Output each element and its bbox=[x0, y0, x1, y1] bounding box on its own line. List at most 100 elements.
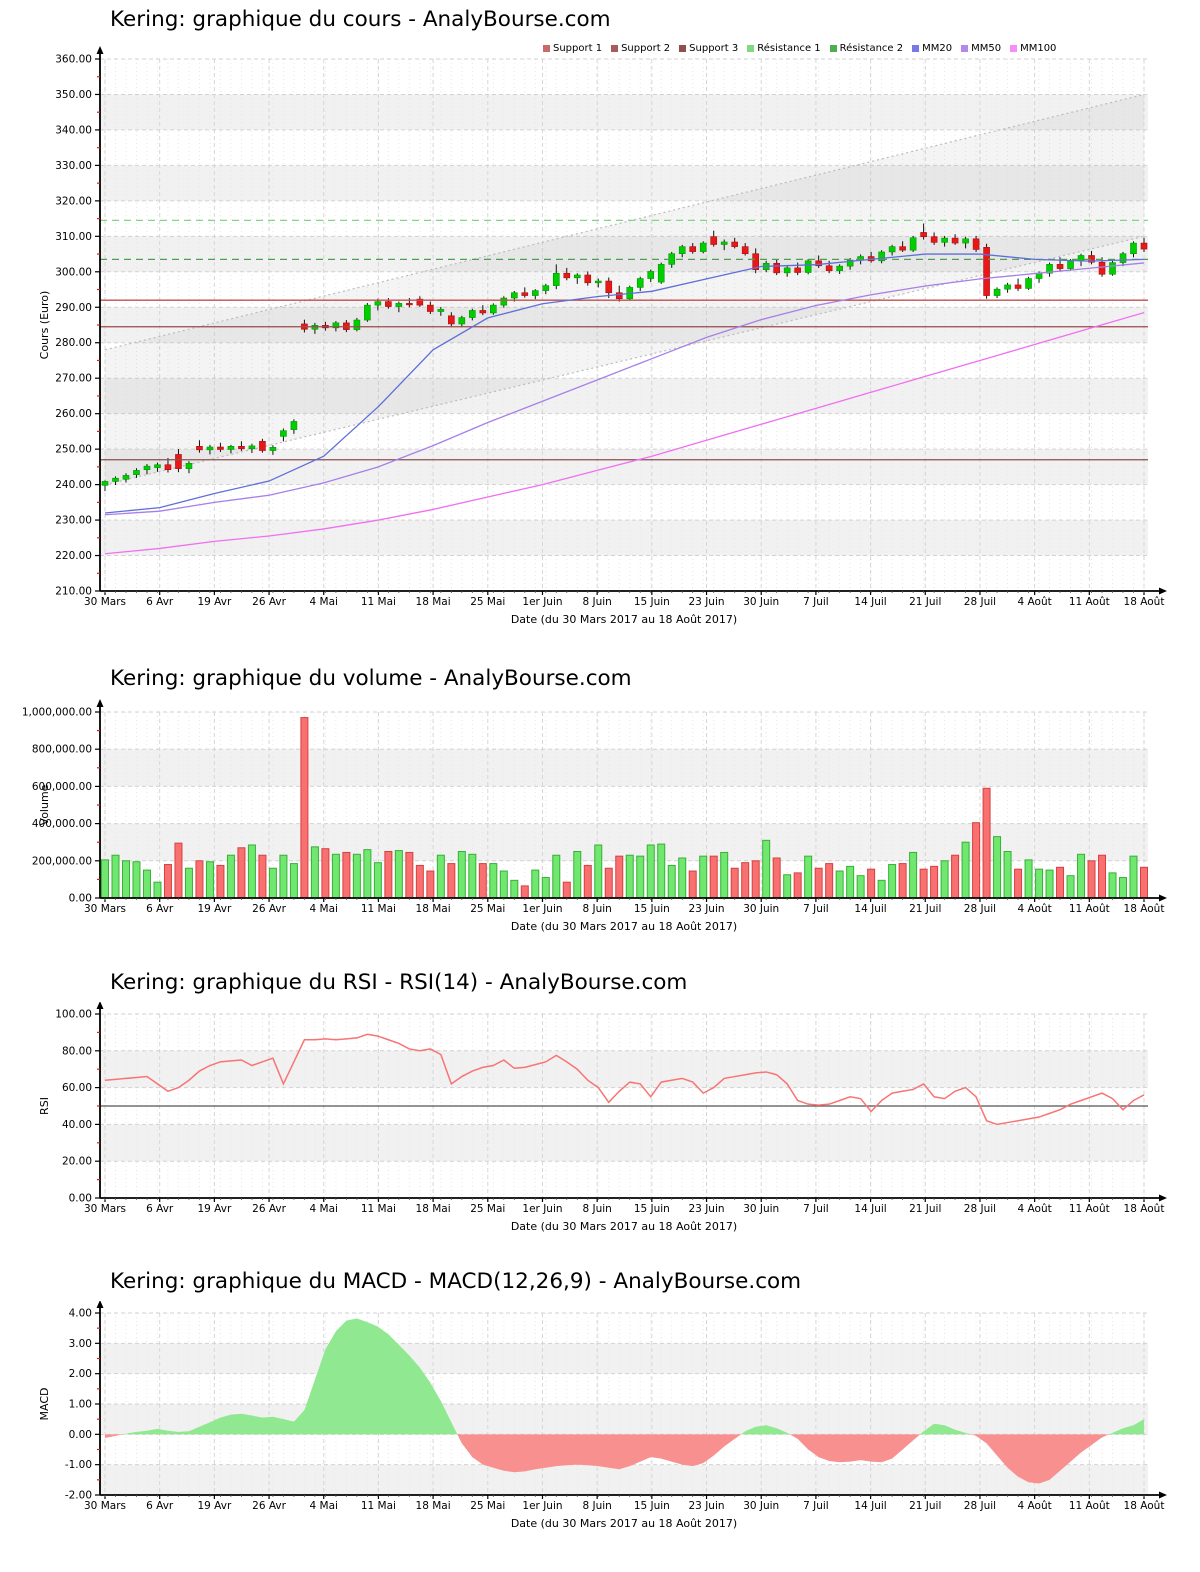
volume-bar-up bbox=[121, 860, 130, 899]
candle-up bbox=[647, 271, 655, 279]
volume-bar-up bbox=[909, 851, 918, 899]
legend-item-mm100: MM100 bbox=[1010, 43, 1056, 54]
candle-down bbox=[1056, 264, 1064, 269]
legend-label: Résistance 2 bbox=[839, 43, 904, 54]
svg-text:7 Juil: 7 Juil bbox=[803, 903, 829, 915]
svg-text:11 Mai: 11 Mai bbox=[361, 1500, 396, 1512]
svg-text:15 Juin: 15 Juin bbox=[634, 596, 670, 608]
volume-bar-up bbox=[132, 861, 141, 899]
svg-text:270.00: 270.00 bbox=[55, 373, 92, 385]
macd-negative-area bbox=[105, 1434, 1144, 1484]
volume-bar-down bbox=[982, 787, 991, 899]
candle-up bbox=[1035, 272, 1043, 279]
svg-text:18 Août: 18 Août bbox=[1124, 1500, 1165, 1512]
legend-item-support-1: Support 1 bbox=[543, 43, 602, 54]
svg-text:280.00: 280.00 bbox=[55, 337, 92, 349]
volume-bar-up bbox=[101, 859, 109, 899]
svg-text:14 Juil: 14 Juil bbox=[854, 903, 886, 915]
svg-text:6 Avr: 6 Avr bbox=[146, 1203, 174, 1215]
legend-label: Résistance 1 bbox=[757, 43, 821, 54]
candle-up bbox=[511, 292, 518, 299]
volume-bar-up bbox=[667, 864, 676, 899]
svg-text:14 Juil: 14 Juil bbox=[854, 1500, 886, 1512]
volume-bar-up bbox=[1129, 855, 1138, 899]
candle-up bbox=[227, 445, 235, 450]
svg-text:18 Août: 18 Août bbox=[1124, 903, 1165, 915]
svg-text:21 Juil: 21 Juil bbox=[909, 903, 941, 915]
candle-up bbox=[185, 463, 193, 469]
svg-text:26 Avr: 26 Avr bbox=[252, 1203, 286, 1215]
svg-text:1,000,000.00: 1,000,000.00 bbox=[22, 707, 92, 719]
svg-text:6 Avr: 6 Avr bbox=[146, 903, 174, 915]
volume-bar-up bbox=[289, 863, 298, 899]
candle-up bbox=[941, 237, 948, 243]
volume-bar-up bbox=[625, 854, 634, 899]
candle-down bbox=[951, 237, 959, 244]
volume-bar-up bbox=[1045, 869, 1054, 899]
volume-bar-down bbox=[930, 865, 939, 899]
svg-text:300.00: 300.00 bbox=[55, 266, 92, 278]
svg-text:11 Août: 11 Août bbox=[1069, 903, 1110, 915]
svg-text:MACD: MACD bbox=[38, 1388, 51, 1421]
volume-bar-up bbox=[373, 862, 382, 899]
legend-swatch bbox=[1010, 45, 1018, 52]
svg-text:15 Juin: 15 Juin bbox=[634, 1203, 670, 1215]
candle-up bbox=[1025, 278, 1032, 289]
svg-text:0.00: 0.00 bbox=[69, 1429, 92, 1441]
volume-bar-up bbox=[268, 867, 277, 899]
svg-text:RSI: RSI bbox=[38, 1097, 51, 1115]
volume-bar-up bbox=[657, 843, 666, 899]
volume-bar-down bbox=[688, 870, 697, 899]
svg-text:2.00: 2.00 bbox=[69, 1368, 92, 1380]
volume-bar-down bbox=[604, 867, 613, 899]
svg-text:4 Mai: 4 Mai bbox=[310, 596, 338, 608]
svg-text:60.00: 60.00 bbox=[62, 1082, 92, 1094]
svg-text:30 Mars: 30 Mars bbox=[84, 903, 126, 915]
legend-label: Support 1 bbox=[553, 43, 603, 54]
svg-text:Date (du 30 Mars 2017 au 18 Ao: Date (du 30 Mars 2017 au 18 Août 2017) bbox=[511, 613, 737, 626]
volume-bar-up bbox=[331, 853, 340, 899]
volume-bars bbox=[101, 717, 1148, 899]
candle-up bbox=[269, 447, 277, 451]
svg-text:18 Mai: 18 Mai bbox=[416, 596, 451, 608]
candle-down bbox=[448, 315, 455, 325]
svg-text:Date (du 30 Mars 2017 au 18 Ao: Date (du 30 Mars 2017 au 18 Août 2017) bbox=[511, 920, 737, 933]
candle-up bbox=[699, 242, 707, 252]
volume-bar-up bbox=[468, 853, 477, 899]
volume-bar-up bbox=[594, 844, 603, 899]
svg-text:350.00: 350.00 bbox=[55, 89, 92, 101]
volume-bar-up bbox=[541, 877, 550, 899]
volume-bar-down bbox=[426, 870, 435, 899]
svg-text:25 Mai: 25 Mai bbox=[470, 596, 505, 608]
volume-bar-up bbox=[363, 849, 372, 899]
svg-text:11 Mai: 11 Mai bbox=[361, 596, 396, 608]
volume-bar-up bbox=[762, 839, 771, 899]
candle-up bbox=[374, 301, 382, 306]
price-chart-title: Kering: graphique du cours - AnalyBourse… bbox=[110, 7, 611, 32]
candle-up bbox=[783, 267, 791, 274]
candle-up bbox=[542, 285, 550, 291]
axes: 0.00 20.00 40.00 60.00 80.00 100.00 30 Mars 6 A… bbox=[38, 1002, 1167, 1233]
volume-bar-down bbox=[447, 863, 456, 899]
volume-bar-up bbox=[226, 854, 235, 899]
volume-bar-up bbox=[499, 870, 508, 899]
svg-text:14 Juil: 14 Juil bbox=[854, 1203, 886, 1215]
volume-bar-down bbox=[972, 822, 981, 899]
legend-item-mm50: MM50 bbox=[961, 43, 1001, 54]
candle-down bbox=[920, 232, 927, 237]
macd-positive-area bbox=[105, 1318, 1144, 1435]
candle-down bbox=[773, 262, 780, 274]
candle-up bbox=[878, 251, 885, 262]
candle-down bbox=[899, 246, 906, 251]
candle-up bbox=[490, 304, 497, 314]
svg-text:Date (du 30 Mars 2017 au 18 Ao: Date (du 30 Mars 2017 au 18 Août 2017) bbox=[511, 1220, 737, 1233]
volume-bar-down bbox=[772, 857, 781, 899]
candle-down bbox=[196, 445, 203, 451]
volume-bar-down bbox=[237, 847, 246, 899]
volume-bar-up bbox=[436, 854, 445, 899]
candle-up bbox=[133, 470, 140, 475]
svg-text:19 Avr: 19 Avr bbox=[197, 596, 231, 608]
candle-up bbox=[531, 290, 539, 296]
volume-bar-up bbox=[1024, 859, 1033, 899]
